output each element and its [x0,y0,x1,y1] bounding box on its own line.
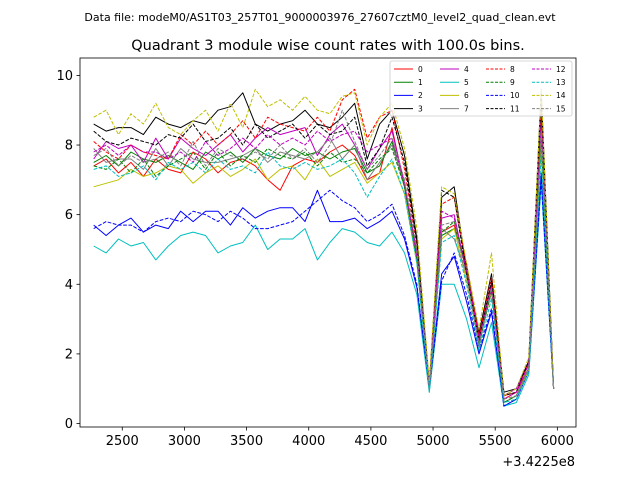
legend-label-10: 10 [510,91,520,100]
y-tick-label: 4 [65,278,73,293]
legend-label-11: 11 [510,104,520,113]
y-tick-label: 8 [65,139,73,154]
x-tick-label: 3000 [168,434,201,449]
series-line-14 [93,88,555,397]
chart-title: Quadrant 3 module wise count rates with … [131,38,525,54]
series-line-13 [93,151,555,404]
legend-label-12: 12 [556,65,566,74]
series-line-8 [93,88,555,397]
legend-box [389,60,573,117]
legend-label-4: 4 [464,65,469,74]
y-tick-label: 6 [65,208,73,223]
series-layer [93,88,555,407]
legend-label-3: 3 [418,104,423,113]
series-line-10 [93,179,555,407]
legend-label-7: 7 [464,104,469,113]
legend-label-15: 15 [556,104,566,113]
axes-frame [79,57,577,428]
x-offset-label: +3.4225e8 [502,455,575,470]
legend-label-2: 2 [418,91,423,100]
legend-label-8: 8 [510,65,515,74]
legend-label-14: 14 [556,91,566,100]
legend-label-0: 0 [418,65,423,74]
chart-suptitle: Data file: modeM0/AS1T03_257T01_90000039… [84,11,556,24]
series-line-12 [93,123,555,400]
series-line-5 [93,182,555,407]
legend-label-6: 6 [464,91,469,100]
x-tick-label: 6000 [541,434,574,449]
x-tick-label: 4000 [292,434,325,449]
series-line-15 [93,109,555,400]
legend-label-1: 1 [418,78,423,87]
y-tick-label: 10 [56,69,73,84]
x-tick-label: 5000 [416,434,449,449]
legend-label-5: 5 [464,78,469,87]
legend-label-9: 9 [510,78,515,87]
y-tick-label: 2 [65,347,73,362]
series-line-2 [93,172,555,407]
x-tick-label: 3500 [230,434,263,449]
y-tick-label: 0 [65,417,73,432]
x-tick-label: 5500 [479,434,512,449]
x-tick-label: 2500 [106,434,139,449]
x-tick-label: 4500 [354,434,387,449]
legend-label-13: 13 [556,78,566,87]
